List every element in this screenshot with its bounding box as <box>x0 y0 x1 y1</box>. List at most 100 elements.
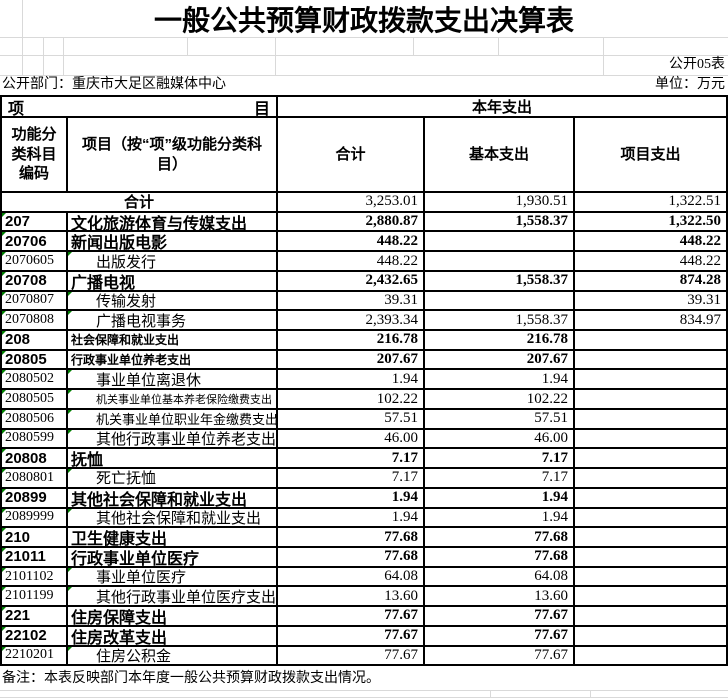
row-code-cell[interactable]: 20805 <box>2 350 68 371</box>
row-basic-cell[interactable]: 1,558.37 <box>425 311 575 332</box>
row-basic-cell[interactable]: 57.51 <box>425 409 575 430</box>
row-basic-cell[interactable]: 1.94 <box>425 370 575 391</box>
row-total-cell[interactable]: 77.67 <box>278 646 425 667</box>
row-total-cell[interactable]: 77.68 <box>278 528 425 548</box>
row-total-cell[interactable]: 7.17 <box>278 469 425 489</box>
row-project-cell[interactable] <box>575 469 726 489</box>
row-code-cell[interactable]: 2070605 <box>2 252 68 272</box>
row-basic-cell[interactable] <box>425 252 575 272</box>
row-project-cell[interactable] <box>575 607 726 627</box>
row-total-cell[interactable]: 1.94 <box>278 488 425 509</box>
row-code-cell[interactable]: 22102 <box>2 626 68 647</box>
row-basic-cell[interactable]: 46.00 <box>425 429 575 450</box>
row-code-cell[interactable]: 20899 <box>2 488 68 509</box>
row-code-cell[interactable]: 2089999 <box>2 508 68 529</box>
row-project-cell[interactable] <box>575 331 726 351</box>
row-basic-cell[interactable]: 102.22 <box>425 390 575 410</box>
row-basic-cell[interactable]: 77.68 <box>425 528 575 548</box>
row-total-cell[interactable]: 448.22 <box>278 252 425 272</box>
row-name-cell[interactable]: 其他行政事业单位养老支出 <box>68 429 278 450</box>
row-name-cell[interactable]: 住房改革支出 <box>68 626 278 647</box>
row-code-cell[interactable]: 2080599 <box>2 429 68 450</box>
row-total-cell[interactable]: 77.68 <box>278 547 425 568</box>
header-current-year-cell[interactable]: 本年支出 <box>278 97 726 118</box>
row-code-cell[interactable]: 20808 <box>2 449 68 470</box>
row-total-cell[interactable]: 39.31 <box>278 291 425 312</box>
row-project-cell[interactable]: 874.28 <box>575 271 726 292</box>
row-basic-cell[interactable]: 1.94 <box>425 508 575 529</box>
row-name-cell[interactable]: 机关事业单位职业年金缴费支出 <box>68 409 278 430</box>
row-name-cell[interactable]: 传输发射 <box>68 291 278 312</box>
row-code-cell[interactable]: 2080801 <box>2 469 68 489</box>
row-code-cell[interactable]: 2210201 <box>2 646 68 667</box>
row-total-cell[interactable]: 207.67 <box>278 350 425 371</box>
row-project-cell[interactable] <box>575 646 726 667</box>
row-name-cell[interactable]: 行政事业单位医疗 <box>68 547 278 568</box>
summary-basic-cell[interactable]: 1,930.51 <box>425 193 575 213</box>
row-basic-cell[interactable]: 216.78 <box>425 331 575 351</box>
row-code-cell[interactable]: 21011 <box>2 547 68 568</box>
row-total-cell[interactable]: 1.94 <box>278 370 425 391</box>
row-total-cell[interactable]: 448.22 <box>278 232 425 253</box>
row-basic-cell[interactable]: 77.67 <box>425 607 575 627</box>
row-basic-cell[interactable]: 1.94 <box>425 488 575 509</box>
row-project-cell[interactable] <box>575 528 726 548</box>
row-project-cell[interactable] <box>575 547 726 568</box>
row-basic-cell[interactable] <box>425 232 575 253</box>
summary-project-cell[interactable]: 1,322.51 <box>575 193 726 213</box>
row-total-cell[interactable]: 57.51 <box>278 409 425 430</box>
row-basic-cell[interactable]: 207.67 <box>425 350 575 371</box>
header-basic-col[interactable]: 基本支出 <box>425 118 575 193</box>
row-basic-cell[interactable] <box>425 291 575 312</box>
row-name-cell[interactable]: 社会保障和就业支出 <box>68 331 278 351</box>
row-basic-cell[interactable]: 1,558.37 <box>425 212 575 233</box>
row-name-cell[interactable]: 文化旅游体育与传媒支出 <box>68 212 278 233</box>
row-total-cell[interactable]: 7.17 <box>278 449 425 470</box>
row-code-cell[interactable]: 210 <box>2 528 68 548</box>
row-total-cell[interactable]: 2,432.65 <box>278 271 425 292</box>
row-total-cell[interactable]: 77.67 <box>278 607 425 627</box>
header-item-cell[interactable]: 项 目 <box>2 97 278 118</box>
row-name-cell[interactable]: 死亡抚恤 <box>68 469 278 489</box>
row-total-cell[interactable]: 102.22 <box>278 390 425 410</box>
row-project-cell[interactable] <box>575 488 726 509</box>
row-code-cell[interactable]: 2080502 <box>2 370 68 391</box>
row-name-cell[interactable]: 事业单位医疗 <box>68 567 278 588</box>
header-code-col[interactable]: 功能分类科目编码 <box>2 118 68 193</box>
row-code-cell[interactable]: 20706 <box>2 232 68 253</box>
row-total-cell[interactable]: 216.78 <box>278 331 425 351</box>
row-project-cell[interactable]: 834.97 <box>575 311 726 332</box>
row-code-cell[interactable]: 2080505 <box>2 390 68 410</box>
row-name-cell[interactable]: 行政事业单位养老支出 <box>68 350 278 371</box>
row-project-cell[interactable] <box>575 390 726 410</box>
row-total-cell[interactable]: 64.08 <box>278 567 425 588</box>
row-project-cell[interactable]: 1,322.50 <box>575 212 726 233</box>
row-total-cell[interactable]: 77.67 <box>278 626 425 647</box>
row-name-cell[interactable]: 卫生健康支出 <box>68 528 278 548</box>
row-code-cell[interactable]: 207 <box>2 212 68 233</box>
row-project-cell[interactable] <box>575 508 726 529</box>
row-code-cell[interactable]: 221 <box>2 607 68 627</box>
row-name-cell[interactable]: 广播电视 <box>68 271 278 292</box>
row-code-cell[interactable]: 2080506 <box>2 409 68 430</box>
row-project-cell[interactable] <box>575 626 726 647</box>
row-name-cell[interactable]: 新闻出版电影 <box>68 232 278 253</box>
row-total-cell[interactable]: 2,393.34 <box>278 311 425 332</box>
row-project-cell[interactable]: 448.22 <box>575 232 726 253</box>
row-name-cell[interactable]: 住房保障支出 <box>68 607 278 627</box>
row-project-cell[interactable]: 448.22 <box>575 252 726 272</box>
row-basic-cell[interactable]: 7.17 <box>425 469 575 489</box>
row-code-cell[interactable]: 2101199 <box>2 587 68 608</box>
row-code-cell[interactable]: 20708 <box>2 271 68 292</box>
row-total-cell[interactable]: 46.00 <box>278 429 425 450</box>
row-code-cell[interactable]: 208 <box>2 331 68 351</box>
row-project-cell[interactable]: 39.31 <box>575 291 726 312</box>
row-name-cell[interactable]: 出版发行 <box>68 252 278 272</box>
row-name-cell[interactable]: 事业单位离退休 <box>68 370 278 391</box>
row-total-cell[interactable]: 13.60 <box>278 587 425 608</box>
header-name-col[interactable]: 项目（按“项”级功能分类科目） <box>68 118 278 193</box>
row-basic-cell[interactable]: 7.17 <box>425 449 575 470</box>
row-project-cell[interactable] <box>575 370 726 391</box>
row-name-cell[interactable]: 机关事业单位基本养老保险缴费支出 <box>68 390 278 410</box>
row-total-cell[interactable]: 1.94 <box>278 508 425 529</box>
